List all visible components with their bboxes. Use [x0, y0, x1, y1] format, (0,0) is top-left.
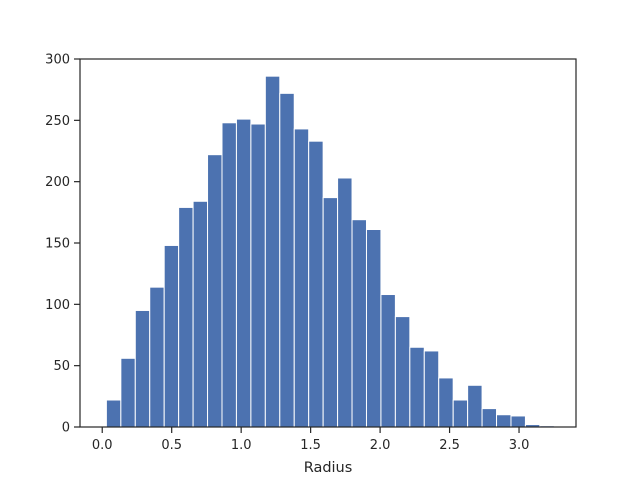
x-tick-label: 2.5 — [439, 438, 460, 453]
histogram-bar — [221, 122, 237, 428]
x-axis-ticks: 0.0 0.5 1.0 1.5 2.0 2.5 3.0 — [92, 427, 529, 453]
y-tick-label: 250 — [45, 114, 70, 129]
histogram-bar — [105, 399, 122, 428]
y-tick-label: 200 — [45, 175, 70, 190]
x-tick-label: 1.5 — [300, 438, 321, 453]
histogram-bar — [322, 197, 339, 428]
x-tick-label: 2.0 — [370, 438, 391, 453]
histogram-bar — [192, 200, 209, 428]
histogram-bar — [178, 206, 194, 428]
y-tick-label: 0 — [62, 421, 70, 436]
histogram-bar — [365, 229, 382, 428]
histogram-bar — [264, 75, 281, 428]
y-axis-ticks: 0 50 100 150 200 250 300 — [45, 53, 80, 436]
bars-group — [105, 75, 555, 428]
histogram-bar — [409, 346, 425, 428]
x-tick-label: 1.0 — [231, 438, 252, 453]
histogram-bar — [207, 154, 223, 428]
histogram-bar — [481, 408, 498, 428]
histogram-bar — [134, 309, 151, 428]
y-tick-label: 100 — [45, 298, 70, 313]
x-tick-label: 0.0 — [92, 438, 113, 453]
histogram-bar — [438, 377, 454, 428]
histogram-bar — [163, 244, 180, 428]
histogram-bar — [250, 123, 266, 428]
x-axis-label: Radius — [304, 460, 353, 476]
histogram-bar — [452, 399, 469, 428]
histogram-bar — [496, 414, 512, 428]
x-tick-label: 3.0 — [509, 438, 530, 453]
histogram-bar — [380, 294, 396, 428]
histogram-bar — [120, 357, 136, 428]
histogram-bar — [467, 384, 483, 428]
histogram-bar — [149, 286, 165, 428]
histogram-bar — [293, 128, 310, 428]
histogram-bar — [394, 316, 411, 428]
histogram-bar — [337, 177, 353, 428]
histogram-bar — [351, 219, 367, 428]
histogram-bar — [423, 350, 440, 428]
histogram-bar — [510, 415, 526, 428]
y-tick-label: 150 — [45, 237, 70, 252]
histogram-bar — [308, 140, 324, 428]
y-tick-label: 300 — [45, 53, 70, 68]
y-tick-label: 50 — [53, 359, 70, 374]
x-tick-label: 0.5 — [161, 438, 182, 453]
histogram-bar — [279, 92, 295, 428]
histogram-bar — [235, 118, 252, 428]
